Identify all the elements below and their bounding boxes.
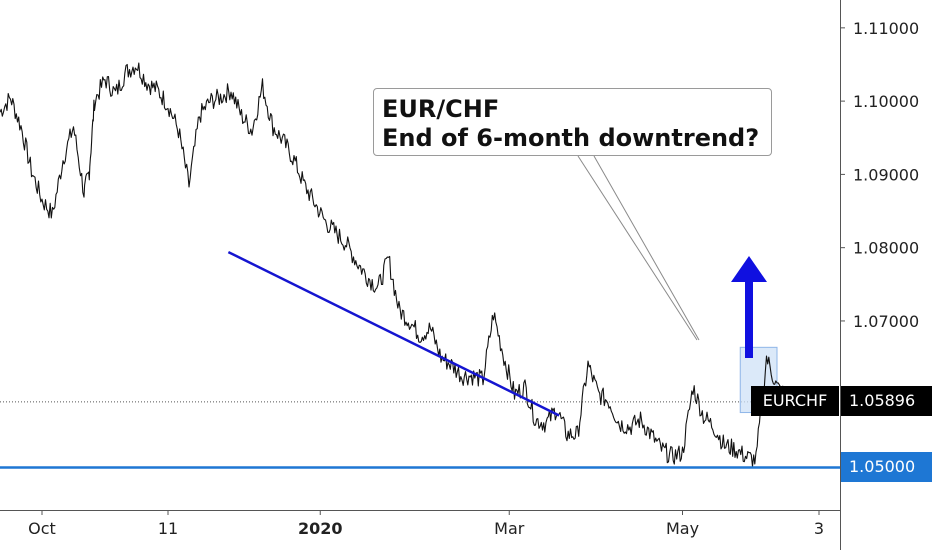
- up-arrow-icon: [731, 256, 767, 358]
- annotation-subtitle-line: End of 6-month downtrend?: [382, 124, 760, 152]
- last-price-tag: 1.05896: [841, 386, 932, 416]
- x-tick-label: Oct: [28, 519, 56, 538]
- callout-pointer: [577, 155, 700, 341]
- x-tick-label: 3: [814, 519, 824, 538]
- x-tick-label: May: [666, 519, 699, 538]
- y-tick-label: 1.09000: [853, 165, 919, 184]
- x-tick-label: 2020: [298, 519, 343, 538]
- symbol-tag: EURCHF: [751, 386, 839, 416]
- y-tick-label: 1.08000: [853, 239, 919, 258]
- annotation-title-line: EUR/CHF: [382, 95, 500, 123]
- support-level-tag: 1.05000: [841, 452, 932, 482]
- x-tick-label: 11: [158, 519, 178, 538]
- chart-annotation-callout: EUR/CHF End of 6-month downtrend?: [373, 88, 772, 156]
- x-tick-label: Mar: [494, 519, 525, 538]
- y-tick-label: 1.10000: [853, 92, 919, 111]
- y-tick-label: 1.07000: [853, 312, 919, 331]
- y-tick-label: 1.11000: [853, 19, 919, 38]
- price-series-line: [0, 62, 788, 468]
- downtrend-line: [227, 250, 560, 417]
